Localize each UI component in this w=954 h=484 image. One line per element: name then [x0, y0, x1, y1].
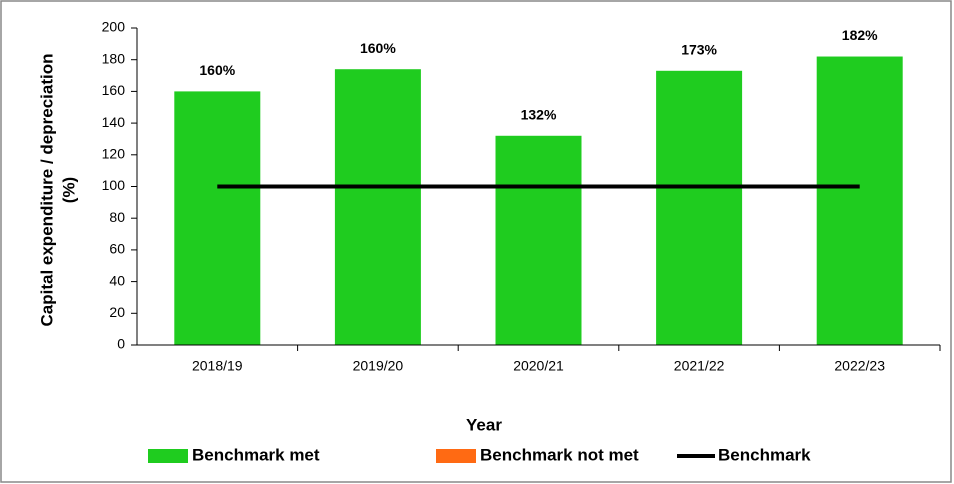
y-axis-title: Capital expenditure / depreciation (%)	[37, 53, 78, 326]
y-tick-label: 80	[109, 209, 125, 225]
y-tick-label: 20	[109, 304, 125, 320]
x-tick-label: 2022/23	[834, 358, 885, 374]
y-tick-label: 180	[102, 50, 126, 66]
bar	[816, 56, 903, 345]
y-tick-label: 0	[117, 336, 125, 352]
bar	[174, 91, 261, 346]
x-tick-label: 2018/19	[192, 358, 243, 374]
y-axis-title-line: (%)	[59, 177, 78, 203]
y-tick-label: 120	[102, 146, 126, 162]
legend-label: Benchmark	[718, 445, 811, 464]
legend-swatch	[148, 449, 188, 463]
y-tick-label: 200	[102, 19, 126, 35]
x-tick-label: 2019/20	[353, 358, 404, 374]
legend-label: Benchmark not met	[480, 445, 639, 464]
y-tick-label: 140	[102, 114, 126, 130]
y-tick-label: 100	[102, 177, 126, 193]
bar-label: 160%	[199, 62, 235, 78]
y-tick-label: 40	[109, 272, 125, 288]
x-tick-label: 2020/21	[513, 358, 564, 374]
y-tick-label: 60	[109, 241, 125, 257]
bar	[334, 69, 421, 346]
bar	[656, 70, 743, 346]
y-axis-title-line: Capital expenditure / depreciation	[37, 53, 56, 326]
bar-label: 132%	[521, 106, 557, 122]
y-tick-label: 160	[102, 82, 126, 98]
bar-label: 173%	[681, 41, 717, 57]
bar	[495, 135, 582, 345]
legend-swatch	[436, 449, 476, 463]
bar-label: 182%	[842, 27, 878, 43]
legend-label: Benchmark met	[192, 445, 320, 464]
x-axis-title: Year	[466, 415, 502, 434]
bar-label: 160%	[360, 40, 396, 56]
x-tick-label: 2021/22	[674, 358, 725, 374]
